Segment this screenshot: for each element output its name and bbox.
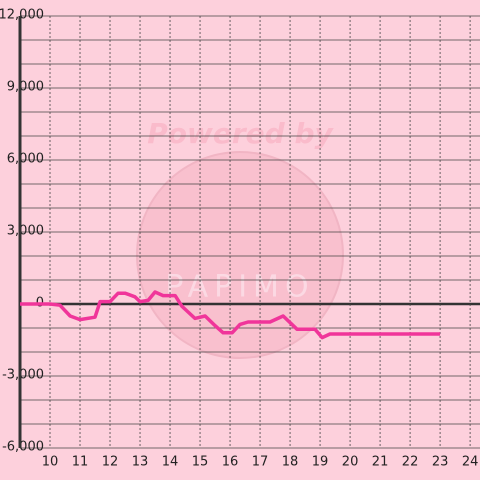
x-tick-label: 13	[132, 455, 149, 470]
x-tick-label: 10	[42, 455, 59, 470]
x-tick-label: 16	[222, 455, 239, 470]
x-tick-label: 14	[162, 455, 179, 470]
y-tick-label: 6,000	[7, 152, 44, 167]
x-tick-label: 17	[252, 455, 269, 470]
y-tick-label: -3,000	[2, 368, 44, 383]
data-line	[20, 290, 441, 340]
x-tick-label: 18	[282, 455, 299, 470]
watermark-logo: Powered by PAPIMO	[136, 117, 344, 359]
x-tick-label: 11	[72, 455, 89, 470]
x-tick-label: 19	[312, 455, 329, 470]
x-tick-label: 24	[462, 455, 479, 470]
watermark-circle	[136, 151, 344, 359]
y-tick-label: 12,000	[0, 8, 44, 23]
x-tick-label: 21	[372, 455, 389, 470]
watermark-text: Powered by	[147, 117, 334, 150]
x-tick-label: 15	[192, 455, 209, 470]
y-tick-label: 9,000	[7, 80, 44, 95]
x-tick-label: 20	[342, 455, 359, 470]
watermark-text: PAPIMO	[165, 270, 314, 305]
x-tick-label: 22	[402, 455, 419, 470]
x-tick-label: 12	[102, 455, 119, 470]
y-tick-label: -6,000	[2, 440, 44, 455]
y-tick-label: 3,000	[7, 224, 44, 239]
x-tick-label: 23	[432, 455, 449, 470]
